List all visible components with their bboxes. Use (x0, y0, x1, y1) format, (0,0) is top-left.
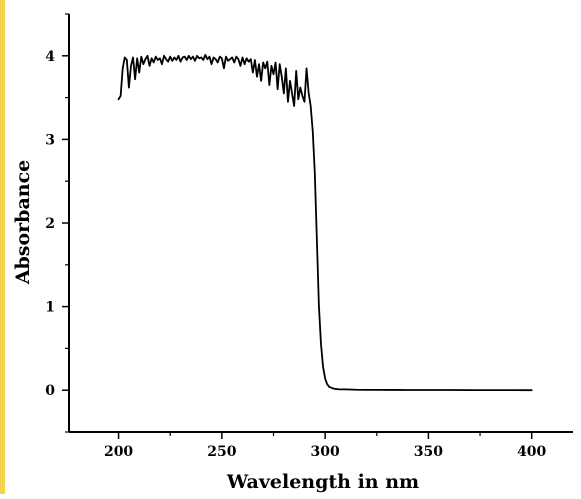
tick-labels: 200 250 300 350 400 0 1 2 3 4 (45, 49, 546, 460)
y-tick-label: 4 (45, 49, 55, 65)
x-tick-label: 300 (311, 444, 340, 460)
x-axis-title: Wavelength in nm (226, 471, 419, 493)
page-edge-strip (0, 0, 5, 494)
y-tick-label: 3 (45, 132, 55, 148)
y-tick-label: 0 (45, 383, 55, 399)
y-tick-label: 1 (45, 300, 55, 316)
ticks (62, 13, 533, 439)
absorbance-series-line (117, 54, 533, 392)
y-axis-title: Absorbance (12, 160, 34, 285)
y-tick-label: 2 (45, 216, 55, 232)
x-tick-label: 200 (104, 444, 133, 460)
x-tick-label: 250 (207, 444, 236, 460)
x-tick-label: 350 (414, 444, 443, 460)
series-group (117, 54, 533, 392)
x-tick-label: 400 (517, 444, 546, 460)
axes (68, 14, 573, 433)
